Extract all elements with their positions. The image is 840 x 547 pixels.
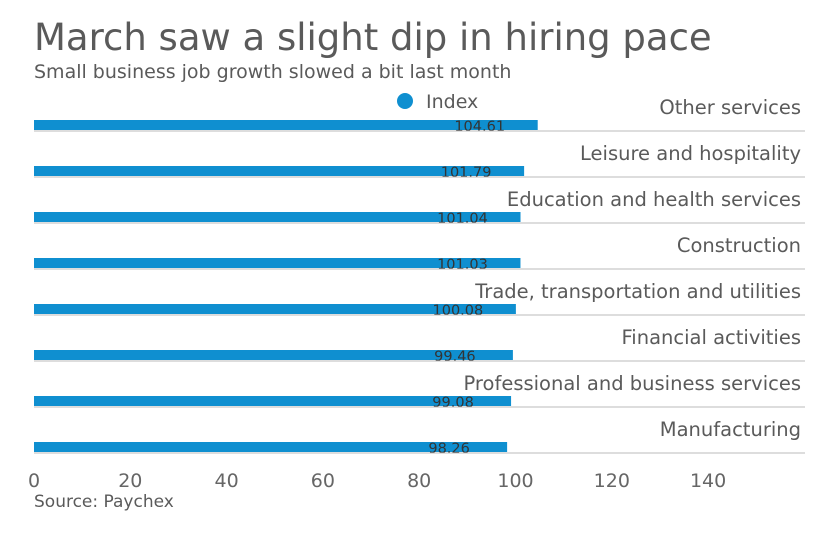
bar <box>34 396 512 406</box>
bar <box>34 350 513 360</box>
x-tick-label: 60 <box>311 470 335 492</box>
source-note: Source: Paychex <box>34 492 174 512</box>
x-tick-label: 0 <box>28 470 40 492</box>
x-tick-label: 120 <box>594 470 630 492</box>
value-label: 104.61 <box>454 119 505 135</box>
x-tick-label: 100 <box>497 470 533 492</box>
value-label: 98.26 <box>428 441 470 457</box>
value-label: 99.08 <box>432 395 474 411</box>
value-label: 101.79 <box>441 165 492 181</box>
value-label: 100.08 <box>433 303 484 319</box>
category-label: Education and health services <box>507 188 801 211</box>
category-label: Manufacturing <box>660 418 801 441</box>
category-label: Professional and business services <box>464 372 801 395</box>
value-label: 99.46 <box>434 349 476 365</box>
category-label: Leisure and hospitality <box>580 142 801 165</box>
x-tick-label: 40 <box>215 470 239 492</box>
category-label: Other services <box>659 96 801 119</box>
bar <box>34 258 521 268</box>
chart-subtitle: Small business job growth slowed a bit l… <box>34 61 512 83</box>
x-tick-label: 140 <box>690 470 726 492</box>
value-label: 101.04 <box>437 211 488 227</box>
legend-label: Index <box>426 91 478 113</box>
bar <box>34 166 525 176</box>
x-tick-label: 80 <box>407 470 431 492</box>
bar <box>34 442 508 452</box>
category-label: Trade, transportation and utilities <box>474 280 801 303</box>
value-label: 101.03 <box>437 257 488 273</box>
chart-title: March saw a slight dip in hiring pace <box>34 16 712 59</box>
category-label: Financial activities <box>622 326 802 349</box>
bar <box>34 120 538 130</box>
bar <box>34 304 516 314</box>
bar <box>34 212 521 222</box>
x-tick-label: 20 <box>118 470 142 492</box>
legend-marker <box>397 93 413 109</box>
category-label: Construction <box>677 234 801 257</box>
